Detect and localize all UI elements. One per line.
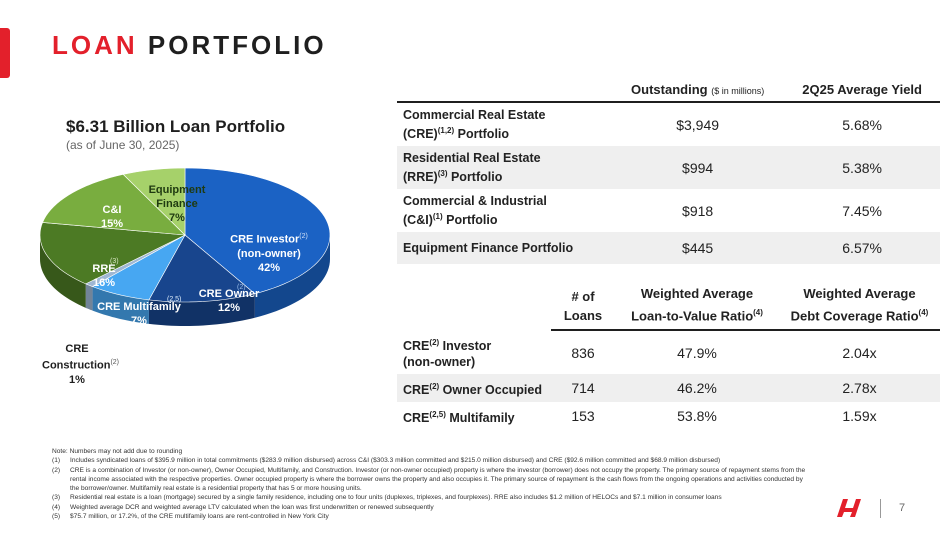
ltv-value: 53.8% [677,408,717,425]
footnote: (4) Weighted average DCR and weighted ave… [52,503,434,511]
pie-slice [91,234,186,301]
pie-slice [184,167,331,295]
footnotes: Note: Numbers may not add due to roundin… [52,447,812,521]
pie-slice [40,222,187,285]
ltv-value: 47.9% [677,344,717,361]
pie-slice-side [92,286,149,324]
row-label-cre-owner-occupied: CRE(2) Owner Occupied [397,374,551,403]
pie-slice [148,234,256,303]
outstanding-value: $3,949 [676,116,720,133]
outstanding-value: $445 [611,232,785,265]
page-title-part1: LOAN [52,30,138,60]
dcr-header: Weighted Average Debt Coverage Ratio(4) [779,284,940,332]
outstanding-value: $918 [682,202,714,219]
page-title: LOAN PORTFOLIO [52,30,327,61]
footnote: (3) Residential real estate is a loan (mo… [52,494,722,502]
table-row: CRE(2) Investor (non-owner) 836 47.9% 2.… [397,330,940,374]
table-row: Equipment Finance Portfolio $445 6.57% [397,232,940,265]
footnote: (2) CRE is a combination of Investor (or … [52,466,806,493]
table-row: Commercial & Industrial (C&I)(1) Portfol… [397,189,940,232]
row-label-cre-investor: CRE(2) Investor (non-owner) [403,337,492,369]
logo-separator [880,499,881,518]
footnote-intro: Note: Numbers may not add due to roundin… [52,448,183,455]
loans-value: 153 [571,408,595,425]
footnote: (5) $75.7 million, or 17.2%, of the CRE m… [52,513,329,521]
row-label-cre-multifamily: CRE(2,5) Multifamily [403,409,515,425]
page-title-part2: PORTFOLIO [147,30,327,60]
table-row: CRE(2,5) Multifamily 153 53.8% 1.59x [397,402,940,430]
slice-label-equipment-finance: Equipment Finance 7% [148,184,206,224]
cre-metrics-table: # of Loans Weighted Average Loan-to-Value … [397,284,940,430]
yield-header: 2Q25 Average Yield [784,78,940,103]
page-number: 7 [899,502,906,514]
footnote: (1) Includes syndicated loans of $395.9 m… [52,457,721,465]
slice-label-cre-owner: CRE Owner (2) 12% [198,284,260,314]
slice-label-ci: C&I 15% [100,204,124,230]
slice-label-cre-investor: CRE Investor(2) (non-owner) 42% [230,233,308,274]
ltv-value: 46.2% [615,374,779,403]
dcr-value: 2.78x [779,374,940,403]
accent-bar [0,28,10,78]
pie-slice-side [254,235,330,318]
table-row: Residential Real Estate (RRE)(3) Portfol… [397,146,940,190]
yield-value: 5.38% [784,146,940,190]
row-label-ci: Commercial & Industrial (C&I)(1) Portfol… [403,194,547,228]
table-row: CRE(2) Owner Occupied 714 46.2% 2.78x [397,374,940,403]
row-label-rre: Residential Real Estate (RRE)(3) Portfol… [397,146,611,190]
portfolio-yield-table: Outstanding ($ in millions) 2Q25 Average… [397,78,940,265]
dcr-value: 1.59x [842,408,877,425]
pie-slice-side [85,283,93,311]
outstanding-header: Outstanding ($ in millions) [611,78,785,103]
table-row: Commercial Real Estate (CRE)(1,2) Portfo… [397,102,940,146]
yield-value: 6.57% [784,232,940,265]
pie-slice [42,174,186,236]
yield-value: 5.68% [842,116,882,133]
row-label-equipment: Equipment Finance Portfolio [397,232,611,265]
outstanding-value: $994 [611,146,785,190]
loans-value: 836 [571,344,595,361]
pie-title: $6.31 Billion Loan Portfolio [66,117,286,136]
loan-portfolio-pie [40,167,331,326]
yield-value: 7.45% [842,202,882,219]
ltv-header: Weighted Average Loan-to-Value Ratio(4) [615,284,779,332]
loans-header: # of Loans [551,284,615,332]
pie-slice-side [148,293,255,326]
slice-label-cre-multifamily: CRE Multifamily (2,5) 7% [97,296,182,327]
pie-slice [122,167,186,236]
loans-value: 714 [551,374,615,403]
row-label-cre: Commercial Real Estate (CRE)(1,2) Portfo… [403,108,546,142]
dcr-value: 2.04x [842,344,877,361]
slice-label-cre-construction: CRE Construction(2) 1% [42,343,120,386]
slice-label-rre: (3) RRE 16% [92,258,119,289]
company-logo-icon [837,499,861,517]
pie-subtitle: (as of June 30, 2025) [66,138,180,152]
